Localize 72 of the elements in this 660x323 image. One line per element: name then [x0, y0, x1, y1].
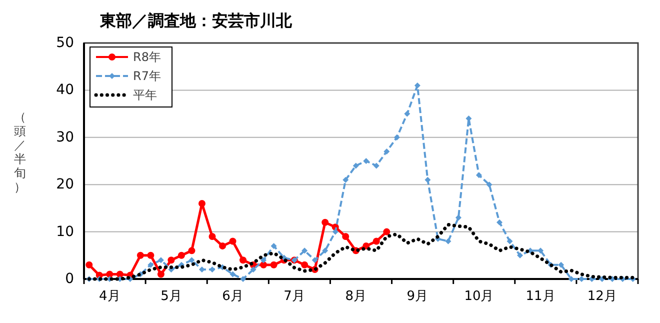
- point: [240, 256, 247, 264]
- point: [383, 228, 390, 236]
- point: [373, 162, 380, 169]
- point: [414, 82, 420, 88]
- x-tick-label: 7月: [284, 289, 305, 304]
- point: [136, 252, 144, 259]
- point: [198, 200, 206, 207]
- point: [219, 242, 226, 250]
- legend-label: R7年: [133, 69, 161, 83]
- x-tick-label: 12月: [587, 289, 617, 304]
- y-tick-label: 40: [56, 82, 74, 98]
- y-tick-label: 10: [56, 224, 74, 240]
- point: [302, 248, 308, 254]
- point: [486, 182, 492, 188]
- point: [455, 214, 462, 221]
- point: [506, 238, 513, 244]
- point: [476, 172, 482, 178]
- point: [404, 110, 410, 117]
- point: [312, 257, 318, 264]
- point: [178, 252, 185, 259]
- point: [229, 238, 236, 245]
- point: [168, 256, 175, 264]
- point: [188, 247, 196, 254]
- point: [517, 252, 524, 258]
- point: [424, 176, 431, 183]
- point: [147, 252, 154, 259]
- point: [342, 176, 349, 183]
- x-tick-label: 10月: [464, 289, 494, 304]
- y-axis-title: （頭／半旬）: [14, 110, 26, 194]
- point: [332, 228, 338, 235]
- point: [260, 261, 268, 268]
- point: [86, 261, 93, 268]
- point: [322, 218, 329, 226]
- point: [372, 238, 380, 245]
- y-tick-label: 0: [65, 271, 74, 287]
- point: [558, 262, 564, 268]
- y-tick-label: 20: [56, 176, 74, 193]
- point: [188, 257, 195, 264]
- point: [106, 270, 114, 278]
- y-tick-label: 30: [56, 129, 74, 146]
- chart-title: 東部／調査地：安芸市川北: [99, 11, 293, 30]
- point: [148, 262, 154, 268]
- legend-label: 平年: [133, 88, 157, 102]
- point: [496, 219, 502, 226]
- point: [250, 266, 256, 273]
- point: [384, 148, 390, 155]
- point: [158, 257, 164, 264]
- point: [363, 158, 370, 164]
- x-tick-label: 9月: [406, 289, 428, 304]
- point: [342, 233, 350, 240]
- point: [270, 261, 278, 268]
- point: [260, 257, 267, 264]
- y-tick-label: 50: [56, 35, 74, 51]
- point: [116, 270, 124, 278]
- point: [445, 238, 452, 244]
- point: [208, 233, 216, 240]
- line-series: [87, 222, 635, 281]
- x-tick-label: 4月: [99, 289, 120, 304]
- point: [538, 248, 544, 254]
- point: [157, 270, 164, 278]
- point: [394, 134, 400, 140]
- point: [270, 242, 277, 249]
- point: [352, 162, 359, 169]
- x-tick-label: 5月: [160, 289, 182, 304]
- point: [230, 271, 236, 278]
- x-tick-label: 6月: [222, 289, 244, 304]
- point: [240, 276, 246, 282]
- x-tick-label: 8月: [345, 289, 367, 304]
- point: [301, 261, 308, 268]
- point: [322, 248, 328, 254]
- x-tick-label: 11月: [526, 289, 556, 304]
- legend-label: R8年: [133, 50, 161, 64]
